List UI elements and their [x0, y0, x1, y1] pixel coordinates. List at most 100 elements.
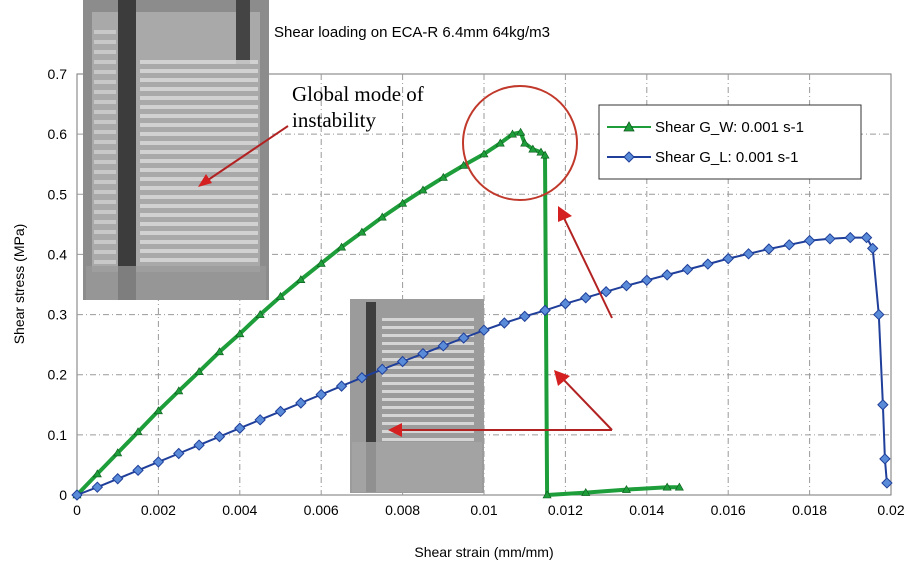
y-tick-label: 0	[59, 487, 67, 503]
data-point-diamond	[274, 405, 287, 418]
data-point-triangle	[174, 386, 184, 395]
data-point-diamond	[866, 242, 879, 255]
legend-label-gl: Shear G_L: 0.001 s-1	[655, 149, 798, 166]
x-tick-label: 0.012	[548, 502, 583, 518]
data-point-diamond	[661, 269, 673, 281]
legend-marker-gl	[623, 151, 635, 163]
data-point-diamond	[620, 279, 633, 292]
data-point-diamond	[600, 286, 612, 298]
arrowhead-photo	[388, 423, 402, 437]
arrowhead-circle	[558, 206, 572, 222]
data-point-diamond	[213, 430, 226, 443]
data-point-triangle	[133, 427, 143, 436]
data-point-diamond	[417, 347, 429, 360]
data-point-triangle	[542, 490, 552, 499]
data-point-diamond	[193, 439, 205, 451]
data-point-diamond	[335, 380, 348, 392]
data-point-diamond	[881, 477, 893, 489]
data-point-triangle	[495, 138, 505, 147]
series-shear-g-l	[71, 231, 893, 501]
data-point-triangle	[438, 172, 448, 181]
data-point-triangle	[153, 406, 163, 415]
data-point-diamond	[498, 317, 511, 329]
data-point-diamond	[478, 324, 490, 336]
data-point-diamond	[295, 397, 307, 409]
y-tick-label: 0.5	[48, 186, 68, 202]
annotation-line-2: instability	[292, 108, 377, 132]
data-point-triangle	[296, 275, 306, 283]
data-point-diamond	[315, 388, 327, 401]
data-point-diamond	[803, 234, 816, 247]
data-point-diamond	[702, 258, 714, 270]
data-point-triangle	[337, 242, 347, 251]
data-point-diamond	[518, 310, 531, 323]
y-tick-label: 0.2	[48, 367, 68, 383]
data-point-triangle	[516, 127, 526, 136]
data-point-triangle	[540, 150, 550, 159]
legend-marker-gw	[623, 121, 635, 132]
data-point-triangle	[621, 484, 631, 493]
data-point-triangle	[459, 160, 469, 169]
data-point-diamond	[457, 332, 470, 344]
data-point-diamond	[173, 447, 185, 460]
x-tick-label: 0	[73, 502, 81, 518]
data-point-triangle	[536, 147, 546, 156]
data-point-triangle	[316, 258, 326, 267]
data-point-triangle	[662, 482, 672, 491]
data-point-diamond	[356, 372, 368, 384]
data-point-triangle	[674, 482, 684, 491]
data-point-triangle	[479, 149, 489, 158]
data-point-diamond	[111, 473, 124, 485]
specimen-photo-global	[83, 0, 269, 300]
instability-highlight-circle	[462, 85, 578, 201]
specimen-photo-local	[350, 299, 484, 493]
data-point-diamond	[254, 414, 266, 426]
data-point-diamond	[437, 340, 450, 352]
data-point-diamond	[763, 243, 775, 255]
x-axis-title: Shear strain (mm/mm)	[414, 544, 553, 560]
data-point-diamond	[539, 304, 551, 317]
arrow-to-circle	[562, 215, 613, 319]
x-axis-ticks: 0 0.002 0.004 0.006 0.008 0.01 0.012 0.014 0.016…	[73, 502, 905, 518]
x-tick-label: 0.008	[385, 502, 420, 518]
y-axis-title: Shear stress (MPa)	[11, 224, 27, 345]
data-point-triangle	[113, 448, 123, 457]
data-point-triangle	[520, 138, 530, 147]
arrowhead-global	[198, 174, 212, 187]
x-tick-label: 0.014	[629, 502, 664, 518]
arrowhead-drop	[554, 370, 570, 386]
data-point-diamond	[376, 363, 388, 376]
data-point-diamond	[71, 489, 83, 501]
legend: Shear G_W: 0.001 s-1 Shear G_L: 0.001 s-…	[598, 104, 862, 180]
x-tick-label: 0.006	[304, 502, 339, 518]
y-tick-label: 0.7	[48, 66, 68, 82]
data-point-triangle	[528, 144, 538, 153]
data-point-triangle	[581, 487, 591, 496]
data-point-diamond	[91, 481, 104, 493]
x-tick-label: 0.004	[222, 502, 257, 518]
y-tick-label: 0.1	[48, 427, 68, 443]
data-point-triangle	[214, 347, 224, 356]
data-point-diamond	[824, 233, 836, 245]
legend-label-gw: Shear G_W: 0.001 s-1	[655, 119, 804, 136]
y-axis-ticks: 0 0.1 0.2 0.3 0.4 0.5 0.6 0.7	[48, 66, 68, 503]
chart-title: Shear loading on ECA-R 6.4mm 64kg/m3	[274, 24, 550, 41]
data-point-triangle	[357, 227, 367, 236]
x-tick-label: 0.02	[877, 502, 904, 518]
data-point-triangle	[255, 309, 265, 318]
arrow-to-global-photo	[204, 125, 289, 183]
data-point-diamond	[873, 308, 885, 321]
x-tick-label: 0.018	[792, 502, 827, 518]
data-point-triangle	[507, 129, 518, 138]
x-tick-label: 0.01	[470, 502, 497, 518]
arrow-to-drop	[561, 377, 613, 431]
data-point-diamond	[844, 231, 857, 244]
data-point-diamond	[742, 248, 755, 260]
y-tick-label: 0.6	[48, 126, 68, 142]
data-point-diamond	[132, 464, 144, 477]
data-point-diamond	[879, 453, 891, 465]
annotation-line-1: Global mode of	[292, 82, 424, 106]
legend-box	[598, 104, 862, 180]
data-point-diamond	[234, 422, 246, 434]
